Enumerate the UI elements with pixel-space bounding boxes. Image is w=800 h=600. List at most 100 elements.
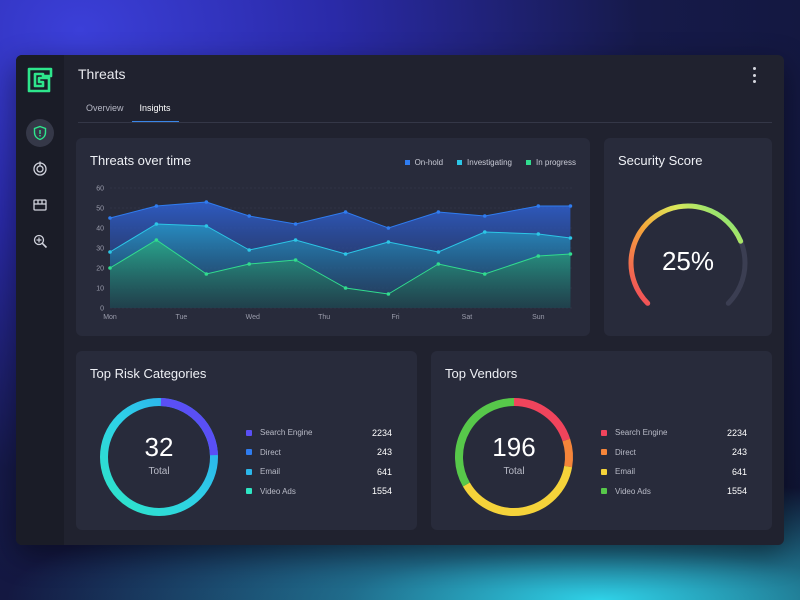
list-item: Direct 243 xyxy=(246,443,392,463)
legend-swatch xyxy=(246,429,252,436)
data-point[interactable] xyxy=(247,262,251,266)
data-point[interactable] xyxy=(204,224,209,228)
threats-chart-legend: On-hold Investigating In progress xyxy=(404,158,576,167)
data-point[interactable] xyxy=(293,258,298,262)
x-tick-label: Sun xyxy=(532,314,545,321)
risk-categories-donut xyxy=(100,398,218,516)
vendor-name: Direct xyxy=(615,447,636,457)
data-point[interactable] xyxy=(436,250,441,254)
data-point[interactable] xyxy=(536,232,541,236)
vendor-segment-direct xyxy=(562,438,573,468)
category-name: Search Engine xyxy=(260,428,313,438)
sidebar-item-vendors[interactable] xyxy=(26,191,54,219)
shield-icon xyxy=(33,125,47,141)
vendor-total-value: 196 xyxy=(492,432,536,462)
legend-swatch xyxy=(601,488,607,495)
data-point[interactable] xyxy=(568,236,573,240)
vendor-segment-video-ads xyxy=(455,398,515,487)
data-point[interactable] xyxy=(247,248,251,252)
data-point[interactable] xyxy=(343,210,348,214)
top-risk-categories-card: Top Risk Categories 32 Total Search Engi… xyxy=(76,351,417,530)
top-vendors-card: Top Vendors 196 Total Search Engine 2234… xyxy=(431,351,772,530)
y-tick-label: 50 xyxy=(96,206,104,213)
data-point[interactable] xyxy=(482,230,487,234)
security-score-title: Security Score xyxy=(618,153,703,168)
x-tick-label: Fri xyxy=(391,314,400,321)
y-tick-label: 60 xyxy=(96,186,104,193)
x-tick-label: Sat xyxy=(462,314,473,321)
threats-area-chart: 0 10 20 30 40 50 60 Mon Tue Wed Thu Fri Sat Sun xyxy=(96,186,574,321)
y-tick-label: 0 xyxy=(100,306,104,313)
list-item: Search Engine 2234 xyxy=(601,423,747,443)
data-point[interactable] xyxy=(108,266,112,270)
category-name: Direct xyxy=(260,447,281,457)
legend-swatch xyxy=(601,449,607,456)
risk-total-value: 32 xyxy=(144,432,174,462)
legend-swatch xyxy=(246,488,252,495)
list-item: Direct 243 xyxy=(601,443,747,463)
data-point[interactable] xyxy=(154,204,159,208)
legend-swatch xyxy=(246,468,252,475)
risk-segment-search-engine xyxy=(160,398,218,456)
list-item: Video Ads 1554 xyxy=(246,482,392,502)
x-tick-label: Thu xyxy=(318,314,330,321)
sidebar-item-threats[interactable] xyxy=(26,119,54,147)
list-item: Email 641 xyxy=(246,462,392,482)
category-name: Video Ads xyxy=(260,486,296,496)
data-point[interactable] xyxy=(482,214,487,218)
data-point[interactable] xyxy=(568,204,573,208)
vendor-value: 1554 xyxy=(726,486,747,497)
vendor-name: Video Ads xyxy=(615,486,651,496)
tab-bar: Overview Insights xyxy=(78,95,179,123)
data-point[interactable] xyxy=(536,254,541,258)
data-point[interactable] xyxy=(247,214,251,218)
data-point[interactable] xyxy=(436,210,441,214)
data-point[interactable] xyxy=(386,240,391,244)
magnify-scan-icon xyxy=(33,234,48,249)
data-point[interactable] xyxy=(386,226,391,230)
category-value: 2234 xyxy=(371,427,392,438)
data-point[interactable] xyxy=(293,222,298,226)
data-point[interactable] xyxy=(293,238,298,242)
y-tick-label: 40 xyxy=(96,226,104,233)
y-tick-label: 10 xyxy=(96,286,104,293)
data-point[interactable] xyxy=(204,272,209,276)
x-tick-label: Mon xyxy=(103,314,117,321)
risk-total-label: Total xyxy=(148,466,170,477)
risk-categories-list: Search Engine 2234 Direct 243 Email 641 … xyxy=(246,423,392,501)
risk-categories-title: Top Risk Categories xyxy=(90,366,207,381)
tab-insights[interactable]: Insights xyxy=(131,95,179,123)
data-point[interactable] xyxy=(536,204,541,208)
list-item: Email 641 xyxy=(601,462,747,482)
category-value: 243 xyxy=(376,447,392,458)
x-tick-label: Tue xyxy=(175,314,187,321)
security-score-gauge xyxy=(628,203,748,306)
legend-label: In progress xyxy=(535,158,576,167)
data-point[interactable] xyxy=(568,252,573,256)
vendor-segment-search-engine xyxy=(513,398,571,442)
page-title: Threats xyxy=(78,66,126,82)
sidebar-item-targets[interactable] xyxy=(26,155,54,183)
sidebar-item-scan[interactable] xyxy=(26,227,54,255)
series-area-in-progress xyxy=(110,240,571,308)
legend-item-in-progress: In progress xyxy=(525,158,576,167)
data-point[interactable] xyxy=(343,252,348,256)
more-options-icon[interactable] xyxy=(749,67,759,83)
vendor-segment-email xyxy=(462,465,573,516)
data-point[interactable] xyxy=(482,272,487,276)
x-tick-label: Wed xyxy=(246,314,260,321)
data-point[interactable] xyxy=(386,292,391,296)
data-point[interactable] xyxy=(154,238,159,242)
data-point[interactable] xyxy=(204,200,209,204)
data-point[interactable] xyxy=(108,216,112,220)
data-point[interactable] xyxy=(436,262,441,266)
data-point[interactable] xyxy=(154,222,159,226)
data-point[interactable] xyxy=(108,250,112,254)
tab-overview[interactable]: Overview xyxy=(86,103,124,113)
tab-divider xyxy=(78,122,772,123)
data-point[interactable] xyxy=(343,286,348,290)
list-item: Search Engine 2234 xyxy=(246,423,392,443)
category-name: Email xyxy=(260,467,281,477)
list-item: Video Ads 1554 xyxy=(601,482,747,502)
legend-item-on-hold: On-hold xyxy=(404,158,443,167)
